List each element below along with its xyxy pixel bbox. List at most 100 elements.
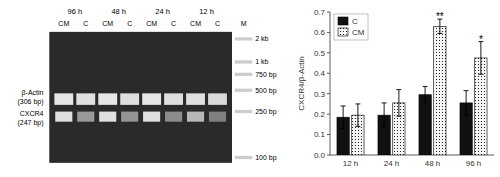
legend-swatch	[338, 28, 348, 36]
gel-band	[164, 93, 183, 105]
y-tick	[327, 12, 330, 13]
error-bar	[382, 103, 387, 128]
gel-band	[142, 93, 161, 105]
error-bar	[478, 42, 483, 75]
error-cap	[341, 128, 346, 129]
x-tick-label: 48 h	[425, 159, 441, 168]
error-line	[398, 90, 399, 117]
y-axis-line	[330, 12, 331, 155]
lane-label: CM	[58, 20, 69, 27]
lane-label: C	[83, 20, 88, 27]
gel-band	[99, 112, 116, 122]
marker-label: 250 bp	[255, 108, 277, 116]
error-bar	[355, 104, 360, 126]
gel-band	[186, 93, 205, 105]
error-bar	[423, 87, 428, 103]
band-label: CXCR4 (247 bp)	[17, 110, 43, 127]
lane-group-label: 48 h	[111, 7, 126, 16]
gel-band	[98, 93, 117, 105]
y-tick-label: 0.7	[314, 8, 326, 17]
gel-background	[49, 32, 232, 163]
y-tick	[327, 93, 330, 94]
x-tick-label: 12 h	[343, 159, 359, 168]
x-tick-label: 96 h	[466, 159, 482, 168]
band-label: β-Actin(306 bp)	[17, 89, 43, 106]
error-cap	[396, 116, 401, 117]
bar	[434, 26, 446, 155]
legend-swatch	[338, 17, 348, 25]
marker-band	[235, 89, 252, 92]
error-cap	[341, 105, 346, 106]
marker-band	[235, 156, 252, 159]
gel-panel: β-Actin(306 bp) CXCR4 (247 bp) 96 h 48 h 24 h…	[17, 7, 276, 163]
error-cap	[478, 74, 483, 75]
error-cap	[382, 102, 387, 103]
marker-band	[235, 37, 252, 40]
error-cap	[423, 102, 428, 103]
gel-band	[121, 112, 138, 122]
marker-band	[235, 60, 252, 63]
error-bar	[464, 91, 469, 116]
gel-band	[77, 112, 94, 122]
lane-label: CM	[146, 20, 157, 27]
error-line	[384, 103, 385, 128]
y-tick-label: 0.1	[314, 130, 326, 139]
error-bar	[341, 106, 346, 128]
band-label-line: β-Actin	[22, 89, 44, 97]
lane-label: C	[171, 20, 176, 27]
legend-label: CM	[352, 28, 365, 37]
lane-group-label: 24 h	[155, 7, 170, 16]
bar-panel: 0.00.10.20.30.40.50.60.7CXCR4/β-Actin12 …	[297, 8, 494, 168]
error-cap	[423, 86, 428, 87]
marker-label: 500 bp	[255, 87, 277, 95]
gel-band	[209, 112, 226, 122]
marker-label: 1 kb	[255, 58, 268, 65]
figure: β-Actin(306 bp) CXCR4 (247 bp) 96 h 48 h 24 h…	[0, 0, 500, 177]
marker-label: 2 kb	[255, 35, 268, 42]
legend-frame	[334, 14, 368, 40]
y-axis: 0.00.10.20.30.40.50.60.7	[314, 8, 330, 160]
lane-label: CM	[102, 20, 113, 27]
y-tick-label: 0.3	[314, 90, 326, 99]
error-cap	[464, 90, 469, 91]
lane-label: C	[215, 20, 220, 27]
error-cap	[355, 126, 360, 127]
x-tick-label: 24 h	[384, 159, 400, 168]
error-cap	[437, 33, 442, 34]
lane-group-label: 12 h	[199, 7, 214, 16]
band-label-line: CXCR4	[20, 110, 44, 117]
band-label-line: (247 bp)	[17, 119, 43, 127]
error-cap	[355, 103, 360, 104]
band-label-line: (306 bp)	[17, 98, 43, 106]
y-tick	[327, 32, 330, 33]
y-tick-label: 0.4	[314, 69, 326, 78]
gel-band	[165, 112, 182, 122]
annotation: *	[479, 34, 483, 45]
marker-lane-label: M	[241, 20, 247, 27]
marker-band	[235, 73, 252, 76]
error-line	[425, 87, 426, 103]
marker-label: 750 bp	[255, 71, 277, 79]
y-tick-label: 0.0	[314, 151, 326, 160]
y-tick	[327, 134, 330, 135]
error-cap	[382, 127, 387, 128]
lane-label: C	[127, 20, 132, 27]
bar	[419, 95, 431, 155]
gel-band	[208, 93, 227, 105]
gel-band	[76, 93, 95, 105]
error-cap	[396, 89, 401, 90]
annotation: **	[436, 11, 444, 22]
y-tick-label: 0.2	[314, 110, 326, 119]
y-tick	[327, 73, 330, 74]
error-line	[466, 91, 467, 116]
lane-group-label: 96 h	[67, 7, 82, 16]
y-axis-label: CXCR4/β-Actin	[297, 56, 306, 110]
error-line	[480, 42, 481, 75]
y-tick	[327, 155, 330, 156]
gel-band	[54, 93, 73, 105]
legend: C CM	[334, 14, 368, 40]
gel-band	[187, 112, 204, 122]
error-cap	[464, 115, 469, 116]
y-tick	[327, 52, 330, 53]
legend-label: C	[352, 17, 358, 26]
